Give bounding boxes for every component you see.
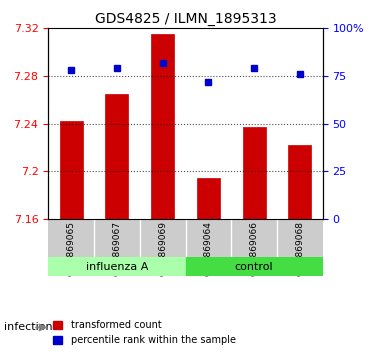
Legend: transformed count, percentile rank within the sample: transformed count, percentile rank withi… [49,316,240,349]
Text: GSM869065: GSM869065 [67,221,76,276]
Bar [197,178,220,219]
Text: GSM869068: GSM869068 [295,221,304,276]
Bar [289,145,311,219]
Text: GSM869069: GSM869069 [158,221,167,276]
Bar [243,127,266,219]
Bar [48,257,186,276]
Text: GSM869066: GSM869066 [250,221,259,276]
Bar [151,34,174,219]
Bar [60,121,82,219]
Text: GSM869064: GSM869064 [204,221,213,276]
Text: GSM869067: GSM869067 [112,221,121,276]
Bar [186,257,323,276]
Bar [105,94,128,219]
Text: control: control [235,262,273,272]
Text: infection: infection [4,322,52,332]
Text: influenza A: influenza A [86,262,148,272]
Title: GDS4825 / ILMN_1895313: GDS4825 / ILMN_1895313 [95,12,276,26]
